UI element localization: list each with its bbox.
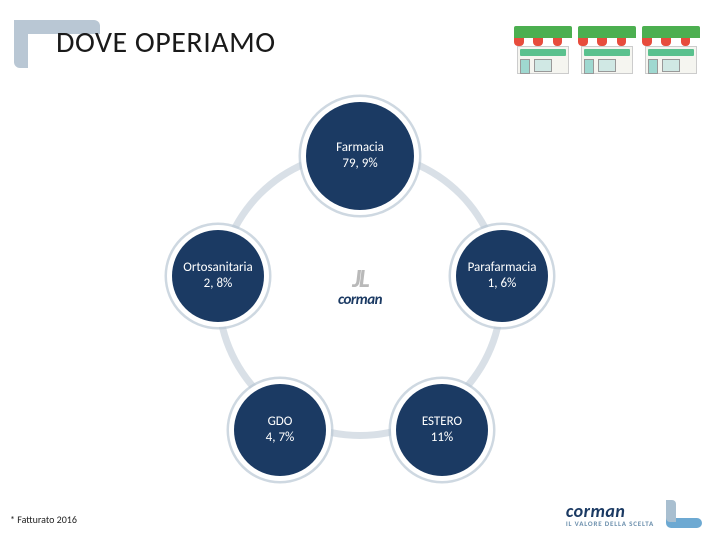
page-title: DOVE OPERIAMO: [56, 24, 276, 61]
node-value: 2, 8%: [204, 277, 233, 291]
shop-icon: [578, 26, 636, 76]
swoosh-icon: [662, 500, 702, 528]
node-value: 79, 9%: [342, 157, 377, 171]
node-ortosanitaria: Ortosanitaria 2, 8%: [172, 230, 264, 322]
shop-icons-row: [514, 26, 700, 76]
node-label: GDO: [268, 415, 293, 429]
shop-icon: [642, 26, 700, 76]
node-parafarmacia: Parafarmacia 1, 6%: [456, 230, 548, 322]
node-value: 11%: [431, 431, 453, 445]
node-gdo: GDO 4, 7%: [234, 384, 326, 476]
footer-tagline: IL VALORE DELLA SCELTA: [566, 520, 654, 527]
footer-logo: corman IL VALORE DELLA SCELTA: [566, 500, 702, 528]
node-label: Parafarmacia: [468, 261, 537, 275]
node-estero: ESTERO 11%: [396, 384, 488, 476]
center-brand-text: corman: [338, 291, 382, 309]
node-label: ESTERO: [422, 415, 462, 429]
footer-note: * Fatturato 2016: [10, 513, 77, 526]
shop-icon: [514, 26, 572, 76]
node-farmacia: Farmacia 79, 9%: [306, 102, 414, 210]
node-label: Ortosanitaria: [183, 261, 253, 275]
node-value: 1, 6%: [488, 277, 517, 291]
footer-brand-text: corman: [566, 502, 654, 520]
logo-mark-icon: JL: [352, 267, 368, 290]
node-value: 4, 7%: [266, 431, 295, 445]
node-label: Farmacia: [336, 141, 384, 155]
center-logo: JL corman: [288, 258, 432, 318]
circle-diagram: JL corman Farmacia 79, 9% Parafarmacia 1…: [150, 106, 570, 466]
